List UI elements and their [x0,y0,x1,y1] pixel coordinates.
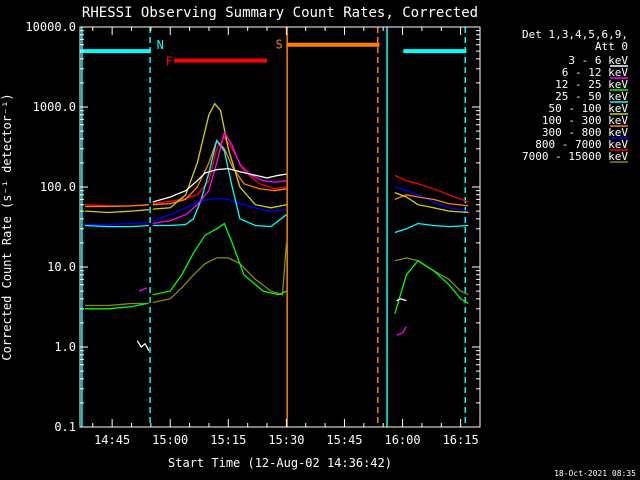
series-6-12kev-segment-0 [138,287,148,292]
x-tick-label: 15:30 [268,433,304,447]
series-3-6kev-segment-0 [136,340,150,352]
x-tick-label: 16:15 [443,433,479,447]
series-12-25kev-segment-1 [152,222,287,296]
legend-entry-label: 12 - 25 keV [555,78,628,91]
legend-entry-label: 3 - 6 keV [568,54,628,67]
series-50-100kev-segment-1 [152,102,287,210]
series-100-300kev-segment-1 [152,139,287,206]
series-3-6kev-segment-1 [152,167,287,203]
series-100-300kev-segment-0 [85,204,149,208]
series-100-300kev-segment-2 [394,194,469,207]
x-axis: 14:45 15:00 15:15 15:30 15:45 16:00 16:15 [92,27,479,447]
y-tick-label: 1.0 [54,340,76,354]
x-tick-label: 16:00 [384,433,420,447]
legend-title-line1: Det 1,3,4,5,6,9, [522,28,628,41]
legend-entry-label: 25 - 50 keV [555,90,628,103]
saa-flag-letter: S [276,38,283,52]
footer-timestamp: 18-Oct-2021 08:35 [554,469,636,478]
y-tick-label: 1000.0 [33,100,76,114]
x-tick-label: 15:00 [152,433,188,447]
series-800-7000kev-segment-2 [394,174,469,203]
series-7000-15000kev-segment-0 [85,302,149,307]
y-tick-label: 100.0 [40,180,76,194]
y-tick-label: 10000.0 [25,20,76,34]
legend-title-line2: Att 0 [595,40,628,53]
flare-flag-letter: F [166,55,173,69]
series-50-100kev-segment-2 [394,191,469,214]
x-tick-label: 15:15 [210,433,246,447]
x-axis-label: Start Time (12-Aug-02 14:36:42) [168,456,392,470]
night-flag-letter: N [157,38,164,52]
y-tick-label: 0.1 [54,420,76,434]
plot-frame [79,26,481,428]
legend-entry-label: 6 - 12 keV [562,66,629,79]
x-tick-label: 15:45 [326,433,362,447]
series-300-800kev-segment-0 [85,221,149,226]
legend-entry-label: 800 - 7000 keV [535,138,628,151]
series-12-25kev-segment-2 [394,259,469,314]
series-50-100kev-segment-0 [84,209,149,214]
x-tick-label: 14:45 [94,433,130,447]
series-6-12kev-segment-1 [152,130,287,225]
series-6-12kev-segment-2 [396,326,407,336]
series-300-800kev-segment-1 [152,197,287,222]
chart-title: RHESSI Observing Summary Count Rates, Co… [82,5,478,21]
series-25-50kev-segment-0 [84,224,149,228]
plot-area: NF S [80,27,469,427]
series-800-7000kev-segment-1 [152,135,287,205]
y-axis-label: Corrected Count Rate (s⁻¹ detector⁻¹) [0,93,14,360]
series-3-6kev-segment-2 [396,298,407,302]
legend-entry-label: 50 - 100 keV [549,102,629,115]
legend-entry-label: 100 - 300 keV [542,114,628,127]
series-12-25kev-segment-0 [85,302,148,310]
series-25-50kev-segment-1 [152,139,287,228]
y-axis: 0.1 1.0 10.0 100.0 1000.0 10000.0 [25,20,480,434]
legend-entry-label: 300 - 800 keV [542,126,628,139]
y-tick-label: 10.0 [47,260,76,274]
legend-entry-label: 7000 - 15000 keV [522,150,628,163]
series-25-50kev-segment-2 [394,222,469,234]
series-7000-15000kev-segment-1 [152,242,288,304]
